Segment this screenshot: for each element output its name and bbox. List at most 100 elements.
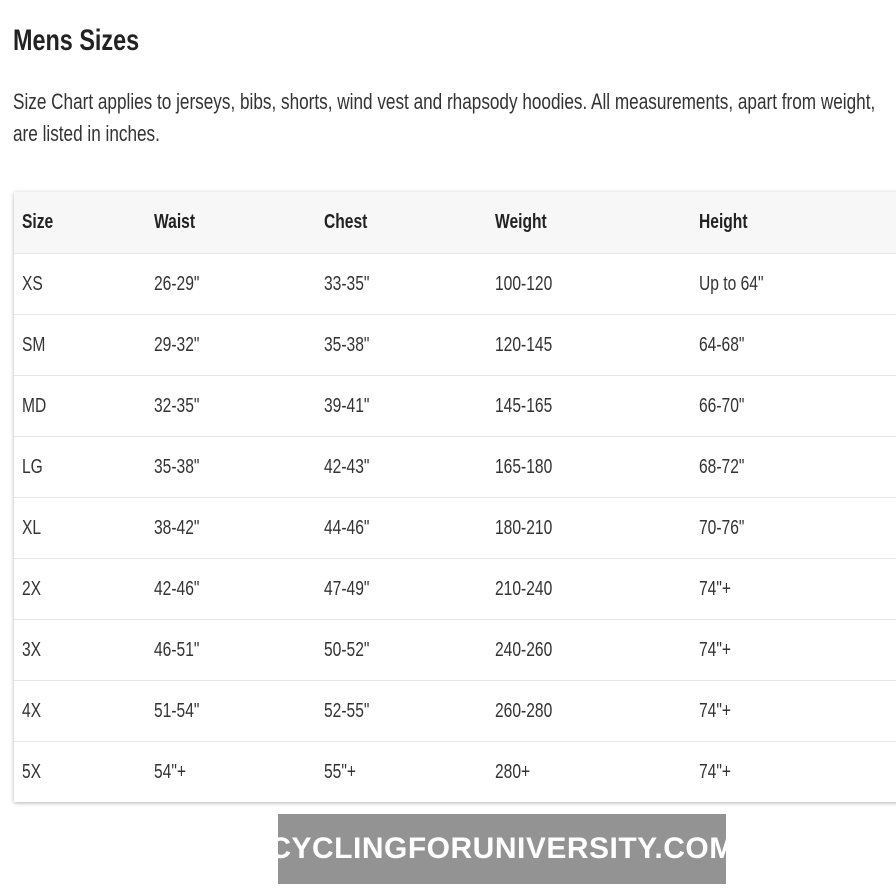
table-cell: 42-43"	[324, 437, 382, 497]
cell-text: 47-49"	[324, 577, 370, 600]
cell-text: 66-70"	[699, 394, 745, 417]
cell-text: 50-52"	[324, 638, 370, 661]
page-title-text: Mens Sizes	[13, 24, 140, 57]
table-cell: 280+	[495, 742, 540, 802]
table-cell: 29-32"	[154, 315, 212, 375]
size-chart-description: Size Chart applies to jerseys, bibs, sho…	[13, 89, 876, 146]
cell-text: 280+	[495, 760, 531, 783]
column-header-text: Chest	[324, 211, 368, 233]
column-header-text: Size	[22, 211, 54, 233]
table-cell: 5X	[22, 742, 46, 802]
cell-text: 51-54"	[154, 699, 200, 722]
table-row: MD 32-35" 39-41" 145-165 66-70"	[14, 375, 896, 436]
cell-text: 120-145	[495, 333, 553, 356]
cell-text: 35-38"	[324, 333, 370, 356]
cell-text: 70-76"	[699, 516, 745, 539]
cell-text: 55"+	[324, 760, 357, 783]
table-cell: 52-55"	[324, 681, 382, 741]
size-chart-table: Size Waist Chest Weight Height XS 26-29" 3…	[14, 192, 896, 802]
table-body: XS 26-29" 33-35" 100-120 Up to 64" SM 29-32" 35…	[14, 253, 896, 802]
cell-text: MD	[22, 394, 47, 417]
table-cell: 100-120	[495, 254, 568, 314]
table-cell: 240-260	[495, 620, 568, 680]
cell-text: 32-35"	[154, 394, 200, 417]
cell-text: 210-240	[495, 577, 553, 600]
cell-text: 100-120	[495, 272, 553, 295]
cell-text: 74"+	[699, 638, 732, 661]
table-cell: 26-29"	[154, 254, 212, 314]
cell-text: 145-165	[495, 394, 553, 417]
cell-text: 35-38"	[154, 455, 200, 478]
table-cell: 54"+	[154, 742, 195, 802]
column-header: Chest	[324, 192, 380, 253]
table-cell: XS	[22, 254, 49, 314]
cell-text: SM	[22, 333, 46, 356]
cell-text: 39-41"	[324, 394, 370, 417]
table-cell: 2X	[22, 559, 46, 619]
table-cell: 32-35"	[154, 376, 212, 436]
table-cell: Up to 64"	[699, 254, 782, 314]
watermark-text: CYCLINGFORUNIVERSITY.COM	[278, 832, 726, 865]
cell-text: 3X	[22, 638, 42, 661]
column-header: Weight	[495, 192, 561, 253]
table-row: XS 26-29" 33-35" 100-120 Up to 64"	[14, 253, 896, 314]
cell-text: 38-42"	[154, 516, 200, 539]
column-header-text: Height	[699, 211, 748, 233]
table-cell: 44-46"	[324, 498, 382, 558]
table-cell: 70-76"	[699, 498, 757, 558]
column-header-text: Weight	[495, 211, 547, 233]
table-cell: 35-38"	[324, 315, 382, 375]
table-cell: 55"+	[324, 742, 365, 802]
table-cell: 66-70"	[699, 376, 757, 436]
table-row: 2X 42-46" 47-49" 210-240 74"+	[14, 558, 896, 619]
cell-text: 42-46"	[154, 577, 200, 600]
table-cell: 39-41"	[324, 376, 382, 436]
cell-text: 68-72"	[699, 455, 745, 478]
table-cell: 120-145	[495, 315, 568, 375]
cell-text: 29-32"	[154, 333, 200, 356]
cell-text: 5X	[22, 760, 42, 783]
column-header: Waist	[154, 192, 207, 253]
table-cell: 74"+	[699, 681, 740, 741]
cell-text: 240-260	[495, 638, 553, 661]
cell-text: 64-68"	[699, 333, 745, 356]
table-cell: 47-49"	[324, 559, 382, 619]
table-row: 5X 54"+ 55"+ 280+ 74"+	[14, 741, 896, 802]
table-row: 3X 46-51" 50-52" 240-260 74"+	[14, 619, 896, 680]
cell-text: 74"+	[699, 699, 732, 722]
table-cell: 33-35"	[324, 254, 382, 314]
table-header-row: Size Waist Chest Weight Height	[14, 192, 896, 253]
table-cell: 3X	[22, 620, 46, 680]
cell-text: 74"+	[699, 577, 732, 600]
cell-text: LG	[22, 455, 43, 478]
table-cell: 4X	[22, 681, 46, 741]
table-cell: 46-51"	[154, 620, 212, 680]
cell-text: 4X	[22, 699, 42, 722]
table-cell: MD	[22, 376, 53, 436]
table-row: XL 38-42" 44-46" 180-210 70-76"	[14, 497, 896, 558]
table-cell: 180-210	[495, 498, 568, 558]
cell-text: 26-29"	[154, 272, 200, 295]
column-header-text: Waist	[154, 211, 196, 233]
table-cell: 165-180	[495, 437, 568, 497]
table-cell: LG	[22, 437, 49, 497]
table-cell: 38-42"	[154, 498, 212, 558]
cell-text: 44-46"	[324, 516, 370, 539]
table-cell: 64-68"	[699, 315, 757, 375]
page-title: Mens Sizes	[13, 24, 175, 58]
table-cell: 68-72"	[699, 437, 757, 497]
cell-text: 42-43"	[324, 455, 370, 478]
table-cell: 35-38"	[154, 437, 212, 497]
cell-text: 46-51"	[154, 638, 200, 661]
table-cell: 51-54"	[154, 681, 212, 741]
cell-text: 260-280	[495, 699, 553, 722]
table-cell: XL	[22, 498, 46, 558]
table-cell: 74"+	[699, 559, 740, 619]
column-header: Height	[699, 192, 761, 253]
cell-text: 52-55"	[324, 699, 370, 722]
table-row: 4X 51-54" 52-55" 260-280 74"+	[14, 680, 896, 741]
cell-text: XS	[22, 272, 43, 295]
table-row: SM 29-32" 35-38" 120-145 64-68"	[14, 314, 896, 375]
table-cell: 74"+	[699, 742, 740, 802]
table-cell: 42-46"	[154, 559, 212, 619]
